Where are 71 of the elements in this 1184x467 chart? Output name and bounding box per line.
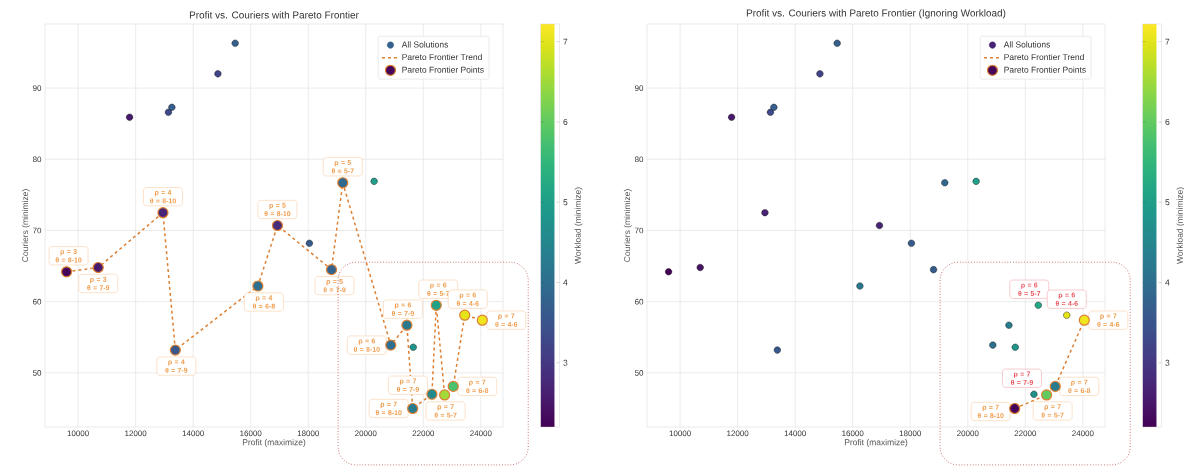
- point: [665, 268, 673, 276]
- color-bar-label: 4: [563, 279, 568, 286]
- color-bar-title: Workload (minimize): [1176, 187, 1184, 264]
- x-axis-title: Profit (maximize): [844, 439, 908, 447]
- color-bar-label: 5: [563, 199, 568, 206]
- point: [761, 209, 769, 217]
- point: [168, 103, 176, 111]
- chart-title: Profit vs. Couriers with Pareto Frontier (Ignoring Workload): [746, 9, 1006, 19]
- point: [1078, 314, 1090, 326]
- point: [1034, 301, 1042, 309]
- point: [370, 177, 378, 185]
- point: [907, 239, 915, 247]
- point: [930, 266, 938, 274]
- point: [476, 314, 488, 326]
- point: [214, 70, 222, 78]
- point: [696, 264, 704, 271]
- point: [972, 177, 980, 185]
- point: [1030, 390, 1038, 398]
- legend-label: Pareto Frontier Points: [1004, 66, 1086, 73]
- point: [305, 239, 313, 247]
- point: [325, 264, 338, 276]
- point: [941, 179, 949, 187]
- color-bar-label: 3: [563, 359, 568, 366]
- point: [1011, 343, 1019, 351]
- point: [430, 299, 442, 311]
- point: [773, 346, 781, 354]
- point: [1009, 402, 1021, 415]
- point: [169, 344, 181, 356]
- point: [447, 380, 459, 393]
- color-bar-label: 7: [1165, 38, 1170, 45]
- point: [126, 113, 134, 121]
- legend-label: Pareto Frontier Trend: [1004, 53, 1084, 61]
- legend-label: Pareto Frontier Trend: [402, 53, 482, 61]
- point: [92, 261, 104, 274]
- point: [271, 219, 284, 232]
- point: [231, 39, 239, 47]
- point: [60, 266, 73, 278]
- point: [409, 343, 417, 351]
- point: [252, 280, 264, 292]
- y-axis-title: Couriers (minimize): [623, 189, 632, 262]
- point: [1041, 389, 1053, 401]
- chart-title: Profit vs. Couriers with Pareto Frontier: [189, 11, 359, 19]
- color-bar-label: 5: [1165, 199, 1170, 206]
- color-bar-label: 4: [1165, 279, 1170, 286]
- color-bar-label: 6: [1165, 118, 1170, 125]
- point: [459, 309, 471, 321]
- legend-label: All Solutions: [401, 41, 448, 48]
- point: [728, 113, 736, 121]
- point: [989, 341, 997, 349]
- point: [401, 319, 413, 331]
- point: [337, 177, 349, 189]
- color-bar-label: 6: [563, 118, 568, 125]
- color-bar-label: 3: [1165, 359, 1170, 366]
- point: [407, 402, 419, 415]
- point: [770, 103, 778, 111]
- color-bar-label: 7: [563, 38, 568, 45]
- y-axis-title: Couriers (minimize): [21, 189, 30, 262]
- point: [157, 207, 169, 219]
- point: [816, 70, 824, 78]
- point: [439, 389, 451, 401]
- color-bar-title: Workload (minimize): [574, 187, 583, 264]
- point: [875, 222, 883, 229]
- legend-label: All Solutions: [1003, 41, 1050, 48]
- point: [426, 388, 438, 400]
- point: [856, 282, 864, 290]
- point: [833, 39, 841, 47]
- legend-label: Pareto Frontier Points: [402, 66, 484, 73]
- x-axis-title: Profit (maximize): [242, 439, 306, 447]
- point: [1049, 380, 1061, 393]
- point: [1063, 311, 1071, 319]
- point: [385, 339, 397, 351]
